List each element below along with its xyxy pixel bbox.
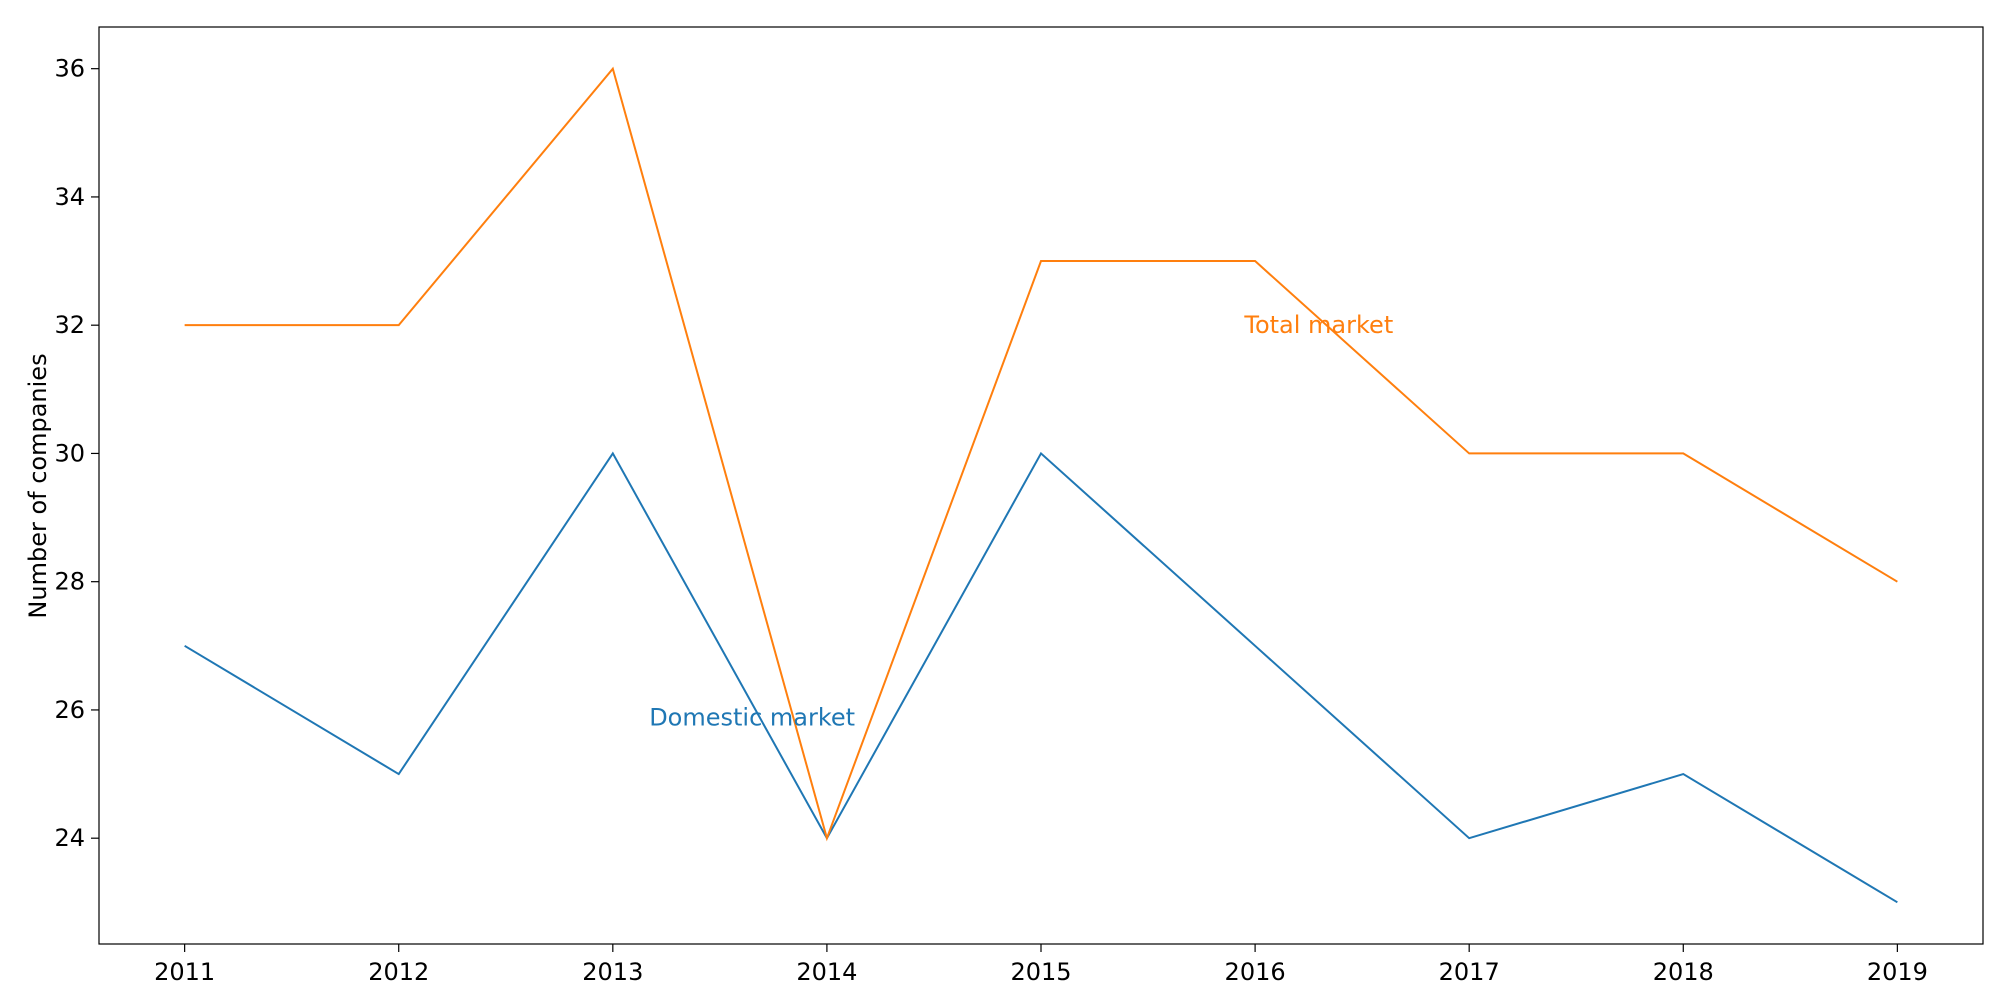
x-tick-label: 2011	[154, 958, 215, 986]
annotations: Domestic market Total market	[649, 311, 1393, 731]
y-tick-label: 36	[54, 55, 85, 83]
y-tick-label: 30	[54, 439, 85, 467]
series-line-total-market	[184, 66, 1898, 842]
x-tick-label: 2014	[796, 958, 857, 986]
x-tick-label: 2016	[1225, 958, 1286, 986]
y-axis: 24 26 28 30 32 34 36	[54, 55, 99, 852]
y-tick-label: 28	[54, 568, 85, 596]
y-axis-label: Number of companies	[24, 353, 52, 618]
x-tick-label: 2019	[1867, 958, 1928, 986]
x-tick-label: 2018	[1653, 958, 1714, 986]
x-tick-label: 2013	[582, 958, 643, 986]
x-axis: 2011 2012 2013 2014 2015 2016 2017 2018 2019	[154, 944, 1928, 986]
y-tick-label: 32	[54, 311, 85, 339]
annotation-total-market: Total market	[1243, 311, 1393, 339]
x-tick-label: 2015	[1010, 958, 1071, 986]
y-tick-label: 24	[54, 824, 85, 852]
x-tick-label: 2012	[368, 958, 429, 986]
series-line-domestic-market	[184, 451, 1898, 904]
y-tick-label: 34	[54, 183, 85, 211]
x-tick-label: 2017	[1439, 958, 1500, 986]
annotation-domestic-market: Domestic market	[649, 704, 855, 732]
series-lines	[184, 66, 1898, 904]
plot-area	[98, 26, 1984, 945]
y-tick-label: 26	[54, 696, 85, 724]
